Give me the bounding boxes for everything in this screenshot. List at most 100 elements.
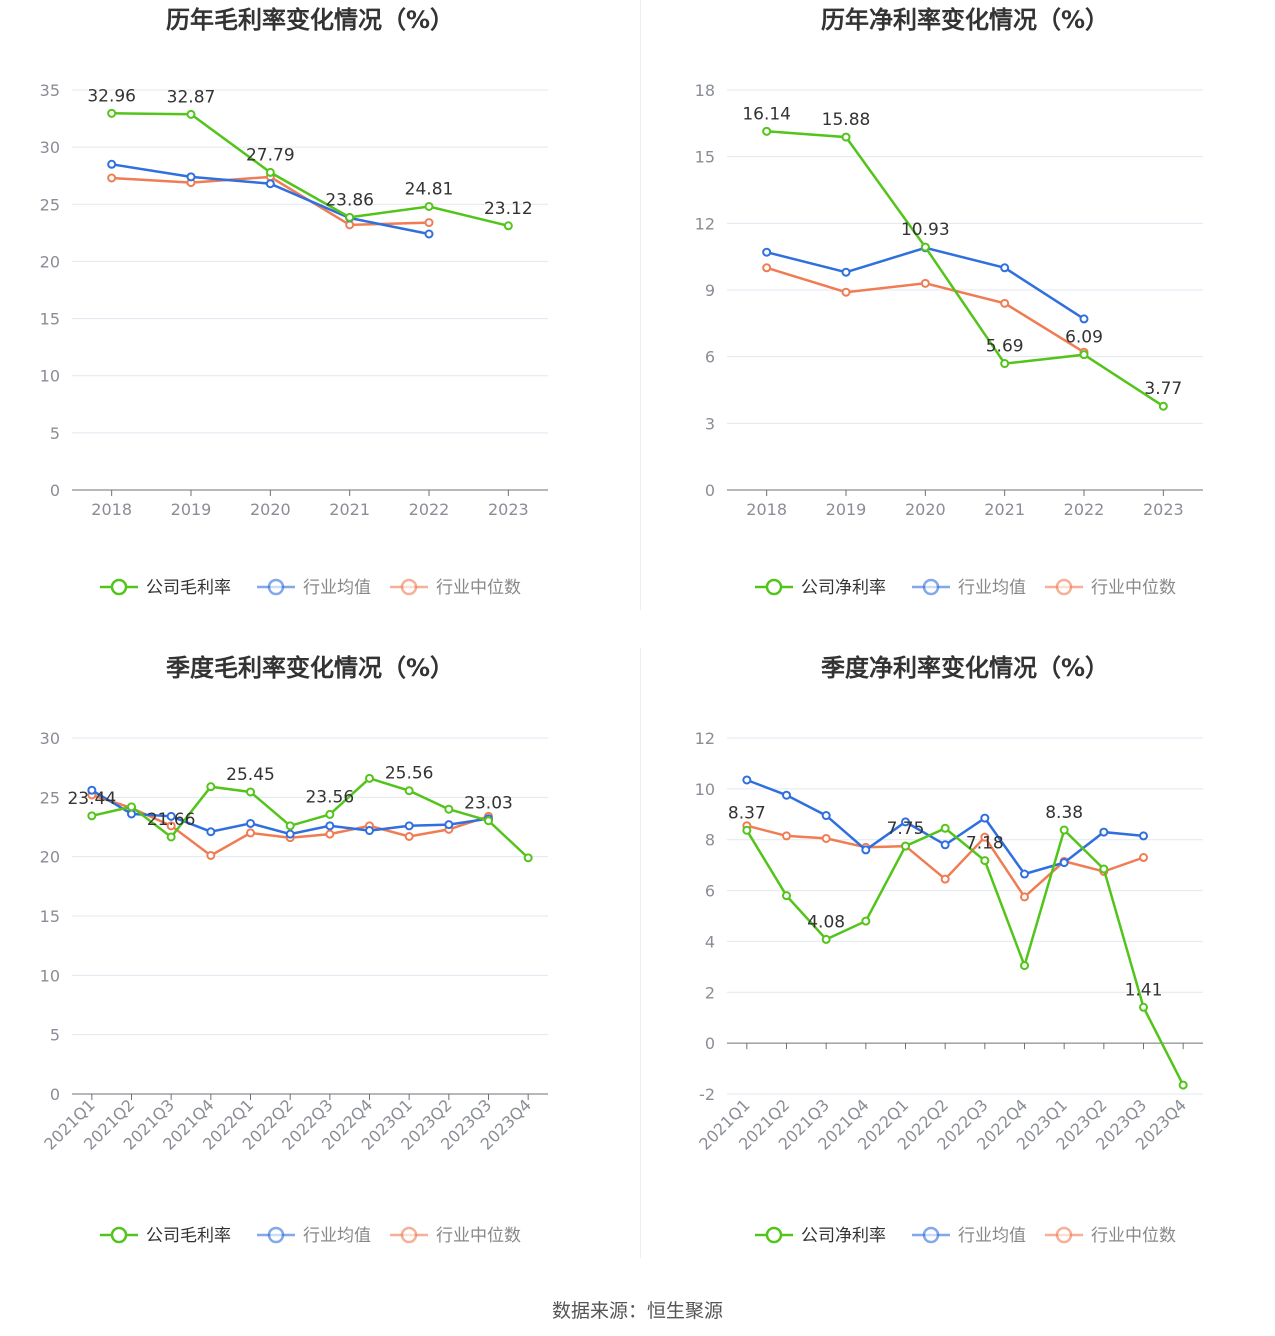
data-label: 7.18 xyxy=(966,834,1004,854)
point-avg xyxy=(246,818,255,828)
y-tick-label: 0 xyxy=(705,1034,715,1053)
chart-title: 季度毛利率变化情况（%） xyxy=(166,654,454,682)
x-tick-label: 2021 xyxy=(329,500,370,519)
point-company xyxy=(1178,1080,1188,1090)
point-company xyxy=(325,809,335,819)
point-company xyxy=(841,132,851,142)
legend-label: 行业中位数 xyxy=(1091,1226,1176,1246)
legend-label: 公司毛利率 xyxy=(146,1226,231,1246)
point-median xyxy=(1139,853,1148,863)
point-median xyxy=(404,831,414,841)
x-tick-label: 2018 xyxy=(91,500,132,519)
point-median xyxy=(206,850,216,860)
point-avg xyxy=(285,829,295,839)
point-avg xyxy=(1099,827,1109,837)
data-source: 数据来源：恒生聚源 xyxy=(551,1300,723,1322)
data-label: 3.77 xyxy=(1144,379,1182,399)
chart-4: 季度净利率变化情况（%）-20246810122021Q12021Q22021Q… xyxy=(695,654,1203,1246)
point-company xyxy=(1158,401,1168,411)
chart-1: 历年毛利率变化情况（%） 0 5 10 15 20 25 30 35 2018 2019 2020 20… xyxy=(40,6,548,598)
point-avg xyxy=(107,159,117,169)
point-avg xyxy=(742,775,752,785)
data-label: 25.45 xyxy=(226,765,275,785)
point-avg xyxy=(1059,858,1069,868)
data-label: 6.09 xyxy=(1065,328,1103,348)
data-label: 23.86 xyxy=(325,190,374,210)
point-avg xyxy=(424,229,434,239)
y-tick-label: 15 xyxy=(40,310,60,329)
data-label: 23.44 xyxy=(67,789,116,809)
y-tick-label: 5 xyxy=(50,1026,60,1045)
legend-marker xyxy=(400,578,418,596)
point-avg xyxy=(365,826,374,836)
legend-marker xyxy=(110,1226,128,1244)
data-label: 21.66 xyxy=(147,810,196,830)
y-tick-label: 15 xyxy=(695,148,715,167)
x-tick-label: 2019 xyxy=(826,500,867,519)
point-avg xyxy=(404,821,414,831)
legend-marker xyxy=(765,1226,783,1244)
x-tick-label: 2023 xyxy=(1143,500,1184,519)
point-median xyxy=(841,287,851,297)
point-company xyxy=(246,787,255,797)
y-tick-label: 25 xyxy=(40,788,60,807)
point-company xyxy=(920,242,930,252)
chart-title: 季度净利率变化情况（%） xyxy=(821,654,1109,682)
point-company xyxy=(861,916,871,926)
point-company xyxy=(345,212,355,222)
data-label: 15.88 xyxy=(822,110,871,130)
chart-3: 季度毛利率变化情况（%）0510152025302021Q12021Q22021… xyxy=(40,654,548,1246)
point-company xyxy=(1059,825,1069,835)
point-company xyxy=(265,167,275,177)
point-avg xyxy=(1139,831,1148,841)
x-tick-label: 2022 xyxy=(409,500,450,519)
point-avg xyxy=(166,811,176,821)
y-tick-label: 9 xyxy=(705,281,715,300)
point-avg xyxy=(782,790,791,800)
x-tick-label: 2019 xyxy=(171,500,212,519)
y-tick-label: 10 xyxy=(695,780,715,799)
data-label: 8.38 xyxy=(1045,803,1083,823)
point-company xyxy=(980,856,990,866)
point-company xyxy=(1020,961,1029,971)
point-company xyxy=(404,786,414,796)
legend-marker xyxy=(1055,1226,1073,1244)
point-avg xyxy=(1000,263,1010,273)
x-tick-label: 2023 xyxy=(488,500,529,519)
point-company xyxy=(940,823,950,833)
y-tick-label: 6 xyxy=(705,882,715,901)
series-line-company xyxy=(91,776,530,859)
data-label: 25.56 xyxy=(385,764,434,784)
point-avg xyxy=(265,179,275,189)
legend-marker xyxy=(922,578,940,596)
x-tick-label: 2021 xyxy=(984,500,1025,519)
data-label: 23.56 xyxy=(305,787,354,807)
point-company xyxy=(1000,359,1010,369)
data-label: 10.93 xyxy=(901,220,950,240)
legend-label: 公司净利率 xyxy=(801,1226,886,1246)
y-tick-label: 30 xyxy=(40,138,60,157)
legend-label: 公司净利率 xyxy=(801,578,886,598)
point-avg xyxy=(444,820,454,830)
point-company xyxy=(365,773,374,783)
y-tick-label: 10 xyxy=(40,367,60,386)
y-tick-label: 35 xyxy=(40,81,60,100)
point-company xyxy=(424,201,434,211)
point-median xyxy=(107,173,117,183)
point-median xyxy=(782,831,791,841)
legend-marker xyxy=(267,1226,285,1244)
x-tick-label: 2022 xyxy=(1064,500,1105,519)
legend-label: 行业均值 xyxy=(958,578,1026,598)
data-label: 23.12 xyxy=(484,199,533,219)
legend-label: 行业均值 xyxy=(958,1226,1026,1246)
y-tick-label: 0 xyxy=(705,481,715,500)
y-tick-label: -2 xyxy=(699,1085,715,1104)
point-company xyxy=(1079,350,1089,360)
point-company xyxy=(1139,1002,1148,1012)
point-company xyxy=(523,853,533,863)
data-label: 27.79 xyxy=(246,145,295,165)
y-tick-label: 2 xyxy=(705,983,715,1002)
series-line-company xyxy=(111,112,509,228)
legend-marker xyxy=(400,1226,418,1244)
